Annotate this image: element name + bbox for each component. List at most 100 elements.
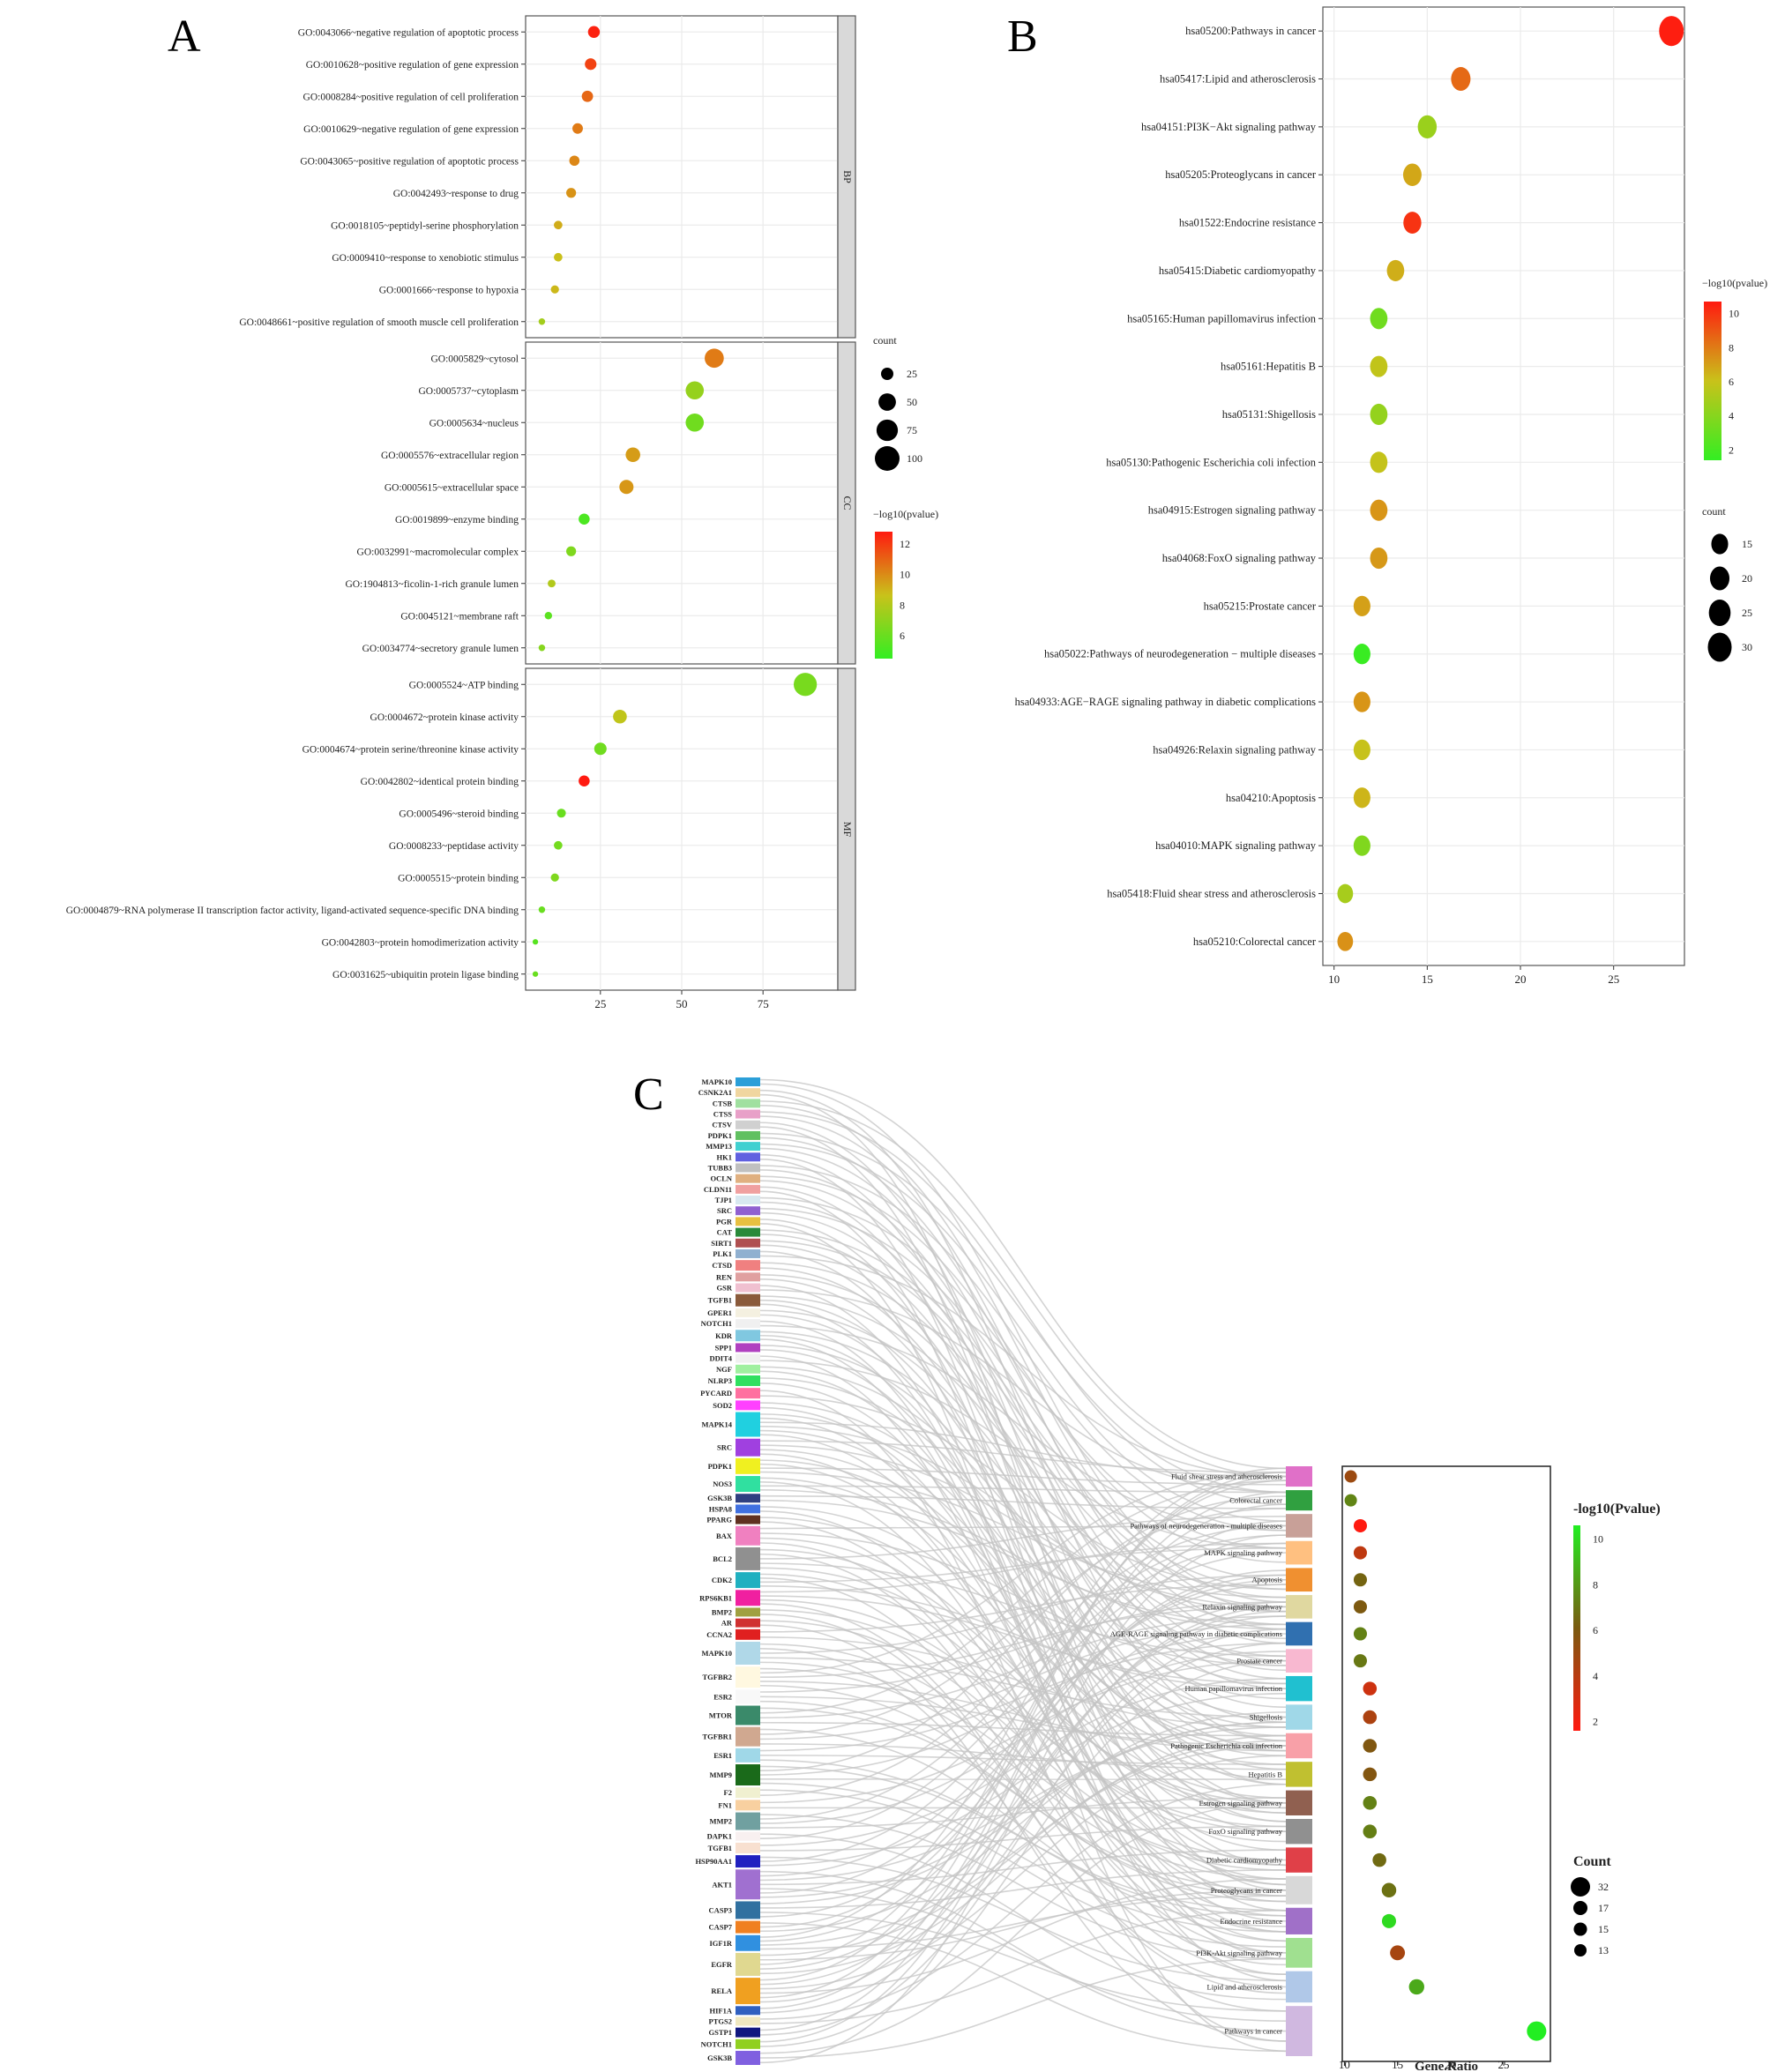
- go-term-dot: [544, 612, 553, 620]
- x-tick-label: 20: [1445, 2058, 1456, 2071]
- gene-label: MTOR: [709, 1711, 733, 1720]
- gene-label: GSTP1: [709, 2028, 732, 2037]
- color-legend-label: 8: [1729, 341, 1734, 354]
- sankey-link: [759, 1516, 1287, 1560]
- sankey-link: [759, 1681, 1287, 1752]
- sankey-link: [759, 1711, 1287, 1933]
- sankey-link: [759, 1584, 1287, 1633]
- gene-ratio-dot: [1353, 1518, 1368, 1533]
- gene-ratio-dot: [1363, 1681, 1378, 1696]
- size-legend-dot: [1571, 1877, 1590, 1897]
- x-tick-label: 10: [1328, 973, 1340, 986]
- gene-node: [736, 1375, 760, 1386]
- gene-label: PTGS2: [709, 2016, 732, 2025]
- gene-node: [736, 1812, 760, 1830]
- gene-node: [736, 1142, 760, 1152]
- sankey-link: [759, 1609, 1287, 1828]
- gene-label: CCNA2: [706, 1630, 732, 1639]
- color-legend-title: −log10(pvalue): [1702, 277, 1767, 289]
- x-tick-label: 25: [594, 997, 606, 1010]
- pathway-node: [1286, 1907, 1312, 1934]
- gene-node: [736, 1283, 760, 1293]
- size-legend-dot: [1709, 566, 1730, 591]
- gene-ratio-dot: [1344, 1494, 1357, 1507]
- gene-node: [736, 1227, 760, 1237]
- pathway-dot: [1403, 212, 1422, 234]
- go-term-label: GO:0005829~cytosol: [431, 354, 519, 364]
- gene-node: [736, 1855, 760, 1868]
- gene-label: NOS3: [713, 1479, 732, 1488]
- pathway-dot: [1386, 259, 1405, 281]
- gene-label: MAPK10: [702, 1649, 732, 1658]
- go-term-dot: [613, 709, 627, 724]
- gene-label: NOTCH1: [701, 2039, 732, 2048]
- gene-ratio-dot: [1408, 1979, 1424, 1995]
- sankey-link: [759, 1721, 1287, 1904]
- pathway-node-label: Lipid and atherosclerosis: [1207, 1982, 1282, 1991]
- gene-node: [736, 1330, 760, 1342]
- pathway-dot: [1353, 644, 1370, 665]
- gene-label: PGR: [716, 1217, 733, 1226]
- pathway-node-label: AGE-RAGE signaling pathway in diabetic c…: [1110, 1629, 1282, 1638]
- sankey-link: [759, 1870, 1287, 2032]
- sankey-link: [759, 1494, 1287, 1509]
- pathway-label: hsa05200:Pathways in cancer: [1185, 25, 1317, 37]
- sankey-link: [759, 1909, 1287, 2024]
- go-term-dot: [554, 220, 563, 230]
- sankey-link: [759, 1440, 1287, 1473]
- x-tick-label: 20: [1515, 973, 1527, 986]
- go-term-label: GO:0008233~peptidase activity: [389, 841, 519, 852]
- color-legend-title: −log10(pvalue): [873, 508, 938, 520]
- pathway-dot: [1417, 115, 1438, 139]
- sankey-link: [759, 1491, 1287, 2031]
- sankey-link: [759, 1667, 1287, 1880]
- pathway-label: hsa04010:MAPK signaling pathway: [1155, 839, 1317, 852]
- sankey-link: [759, 1615, 1287, 1970]
- go-term-dot: [556, 809, 566, 818]
- sankey-link: [759, 1143, 1287, 1522]
- gene-label: DAPK1: [707, 1832, 732, 1841]
- gene-ratio-dot: [1344, 1470, 1357, 1483]
- sankey-link: [759, 1659, 1287, 2047]
- pathway-label: hsa04068:FoxO signaling pathway: [1162, 552, 1317, 564]
- gene-node: [736, 1077, 760, 1086]
- gene-node: [736, 1163, 760, 1173]
- gene-node: [736, 1206, 760, 1216]
- pathway-node-label: Estrogen signaling pathway: [1199, 1799, 1283, 1807]
- gene-node: [736, 1438, 760, 1457]
- go-term-label: GO:0001666~response to hypoxia: [379, 285, 519, 295]
- sankey-link: [759, 1534, 1287, 2064]
- size-legend-dot: [1572, 1900, 1588, 1916]
- pathway-label: hsa04915:Estrogen signaling pathway: [1148, 504, 1317, 517]
- pathway-label: hsa05205:Proteoglycans in cancer: [1165, 168, 1317, 181]
- pathway-dot: [1370, 308, 1388, 330]
- go-term-label: GO:0042493~response to drug: [393, 189, 519, 199]
- sankey-link: [759, 1463, 1287, 1897]
- pathway-node: [1286, 1568, 1312, 1592]
- gene-node: [736, 1099, 760, 1108]
- pathway-label: hsa04933:AGE−RAGE signaling pathway in d…: [1015, 696, 1316, 708]
- size-legend-label: 20: [1742, 572, 1752, 585]
- go-term-label: GO:0005737~cytoplasm: [418, 386, 519, 397]
- gene-node: [736, 1217, 760, 1226]
- sankey-link: [759, 1421, 1287, 1478]
- size-legend-label: 17: [1598, 1902, 1609, 1914]
- sankey-link: [759, 1745, 1287, 1946]
- gene-node: [736, 1666, 760, 1688]
- sankey-link: [759, 1825, 1287, 1852]
- gene-ratio-panel: [1341, 1465, 1551, 2062]
- pathway-node-label: Pathogenic Escherichia coli infection: [1170, 1741, 1282, 1750]
- sankey-link: [759, 1659, 1287, 1804]
- gene-label: GPER1: [707, 1308, 732, 1317]
- sankey-link: [759, 1278, 1287, 1785]
- pathway-dot: [1370, 355, 1388, 377]
- gene-node: [736, 2051, 760, 2065]
- pathway-dot: [1370, 403, 1388, 426]
- go-term-dot: [581, 90, 594, 102]
- pathway-dot: [1451, 67, 1471, 91]
- facet-strip: [837, 667, 856, 991]
- go-term-label: GO:0004879~RNA polymerase II transcripti…: [66, 906, 519, 916]
- gene-node: [736, 1353, 760, 1363]
- go-term-label: GO:0048661~positive regulation of smooth…: [239, 317, 519, 328]
